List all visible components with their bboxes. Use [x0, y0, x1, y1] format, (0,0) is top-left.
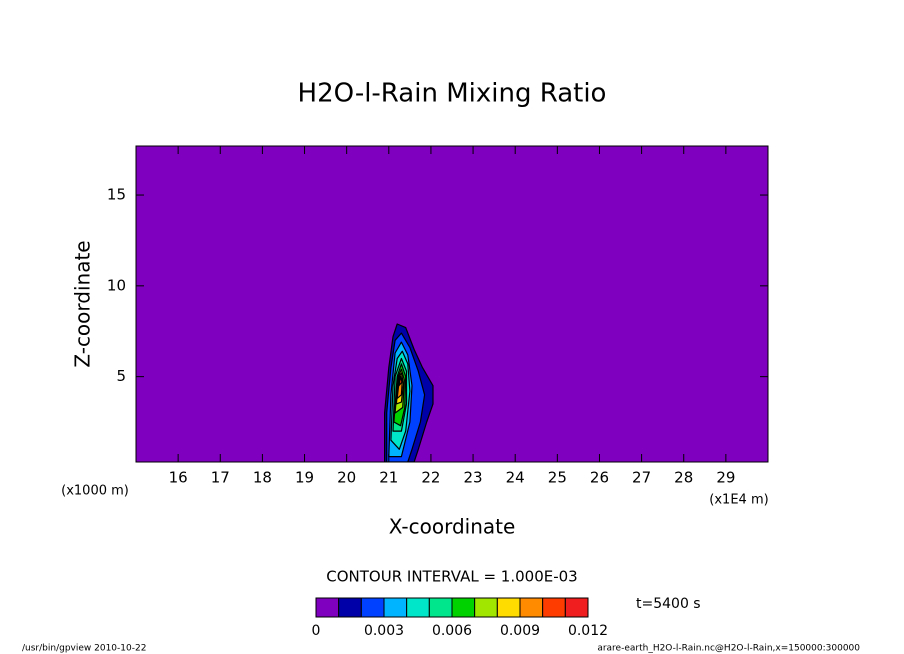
colorbar-swatch	[338, 597, 362, 618]
time-label: t=5400 s	[636, 596, 701, 612]
colorbar-label: 0.009	[500, 623, 540, 639]
x-unit: (x1E4 m)	[709, 493, 768, 508]
x-tick-label: 21	[379, 469, 398, 487]
x-tick-label: 16	[169, 469, 188, 487]
plot-background	[136, 146, 768, 462]
colorbar-swatch	[315, 597, 340, 618]
x-tick-label: 24	[506, 469, 525, 487]
x-tick-label: 19	[295, 469, 314, 487]
contour-interval: CONTOUR INTERVAL = 1.000E-03	[326, 568, 577, 586]
contours	[384, 323, 434, 462]
colorbar-swatch	[542, 597, 566, 618]
x-tick-label: 18	[253, 469, 272, 487]
x-tick-label: 26	[590, 469, 609, 487]
plot-frame	[135, 145, 769, 463]
x-tick-label: 29	[716, 469, 735, 487]
colorbar-swatch	[383, 597, 408, 618]
colorbar-swatch	[474, 597, 498, 618]
y-unit: (x1000 m)	[61, 484, 129, 499]
y-tick-label: 15	[107, 186, 126, 204]
x-tick-label: 17	[211, 469, 230, 487]
chart-title: H2O-l-Rain Mixing Ratio	[298, 79, 607, 109]
colorbar-swatch	[564, 597, 589, 618]
y-tick-label: 5	[116, 367, 126, 385]
y-axis-label: Z-coordinate	[71, 240, 95, 367]
contour-region	[398, 376, 403, 387]
colorbar-swatch	[406, 597, 430, 618]
colorbar-swatch	[360, 597, 385, 618]
colorbar-swatch	[496, 597, 521, 618]
colorbar-label: 0.003	[364, 623, 404, 639]
y-tick-label: 10	[107, 276, 126, 294]
colorbar-swatch	[519, 597, 544, 618]
x-tick-label: 25	[548, 469, 567, 487]
x-tick-label: 22	[421, 469, 440, 487]
footer-right: arare-earth_H2O-l-Rain.nc@H2O-l-Rain,x=1…	[597, 644, 860, 654]
colorbar-swatch	[428, 597, 453, 618]
x-tick-label: 20	[337, 469, 356, 487]
footer-left: /usr/bin/gpview 2010-10-22	[22, 644, 146, 654]
x-tick-label: 23	[464, 469, 483, 487]
x-axis-label: X-coordinate	[389, 515, 516, 539]
colorbar-label: 0	[312, 623, 321, 639]
colorbar-label: 0.006	[432, 623, 472, 639]
colorbar-label: 0.012	[568, 623, 608, 639]
x-tick-label: 27	[632, 469, 651, 487]
x-tick-label: 28	[674, 469, 693, 487]
colorbar-swatch	[451, 597, 476, 618]
